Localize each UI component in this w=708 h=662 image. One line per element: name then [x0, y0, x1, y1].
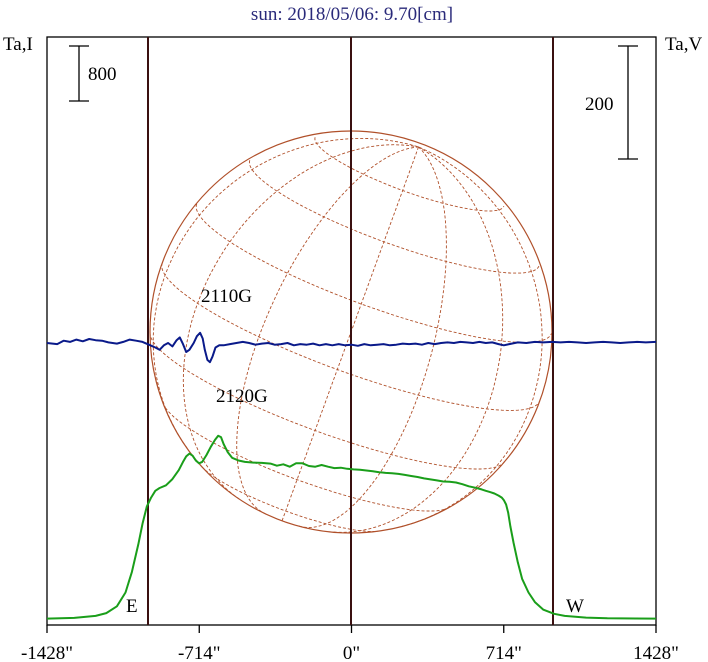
grid-meridian [236, 146, 419, 515]
chart-title: sun: 2018/05/06: 9.70[cm] [251, 4, 453, 25]
grid-parallel [195, 203, 552, 343]
series-V-line [46, 331, 657, 364]
annotation-2110g: 2110G [201, 286, 252, 307]
left-scale-bar: 800 [69, 45, 117, 102]
east-label: E [126, 596, 138, 617]
x-tick-label: 1428" [633, 643, 679, 662]
grid-meridian [328, 146, 504, 533]
left-scale-bar-label: 800 [88, 64, 117, 85]
x-axis-ticks: -1428" -714" 0" 714" 1428" [21, 625, 679, 662]
grid-meridian [182, 144, 419, 500]
right-scale-bar: 200 [585, 45, 638, 160]
x-tick-label: 0" [343, 643, 360, 662]
series-I-line [46, 434, 657, 620]
grid-meridian [281, 146, 419, 521]
grid-meridian [152, 137, 419, 449]
grid-meridian [298, 146, 447, 528]
limb-marker-lines [147, 37, 554, 625]
grid-parallel [149, 332, 505, 470]
right-axis-label: Ta,V [665, 34, 702, 55]
left-axis-label: Ta,I [3, 34, 33, 55]
x-tick-label: -1428" [21, 643, 73, 662]
grid-parallel [162, 403, 450, 512]
grid-parallel [248, 160, 540, 274]
right-scale-bar-label: 200 [585, 94, 614, 115]
annotation-2120g: 2120G [216, 386, 268, 407]
west-label: W [566, 596, 584, 617]
grid-meridian [401, 146, 543, 527]
series-layer [46, 331, 657, 620]
x-tick-label: 714" [486, 643, 522, 662]
x-tick-label: -714" [178, 643, 221, 662]
